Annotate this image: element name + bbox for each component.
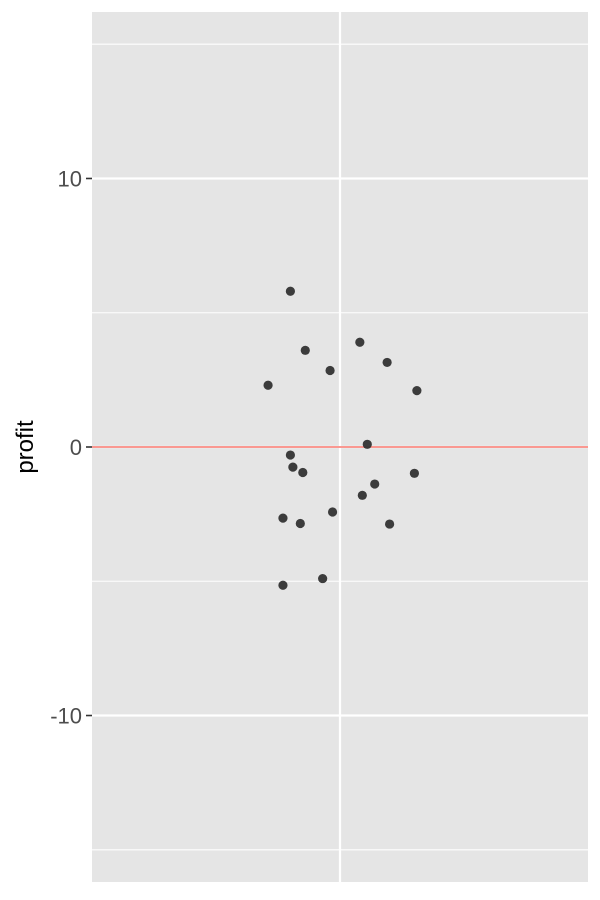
- data-point: [355, 337, 365, 347]
- y-axis-title: profit: [12, 420, 39, 474]
- data-point: [357, 490, 367, 500]
- data-point: [318, 573, 328, 584]
- data-point: [412, 386, 422, 396]
- data-point: [263, 380, 273, 390]
- y-tick-label: -10: [50, 704, 82, 729]
- data-point: [327, 507, 338, 517]
- data-point: [325, 365, 335, 376]
- y-axis-ticks: [86, 177, 92, 717]
- y-tick-label: 0: [70, 435, 82, 460]
- data-point: [300, 345, 310, 355]
- y-tick-label: 10: [58, 166, 82, 191]
- data-point: [382, 357, 392, 368]
- data-point: [285, 286, 295, 296]
- data-point: [295, 518, 305, 529]
- data-point: [370, 479, 380, 489]
- data-point: [285, 450, 295, 460]
- data-point: [288, 462, 298, 472]
- data-point: [362, 439, 372, 449]
- data-point: [385, 519, 395, 529]
- y-axis-tick-labels: -10 0 10: [50, 166, 82, 728]
- data-point: [278, 513, 288, 523]
- data-point: [298, 467, 308, 478]
- data-points: [263, 286, 422, 590]
- data-point: [409, 468, 419, 478]
- data-point: [278, 580, 288, 590]
